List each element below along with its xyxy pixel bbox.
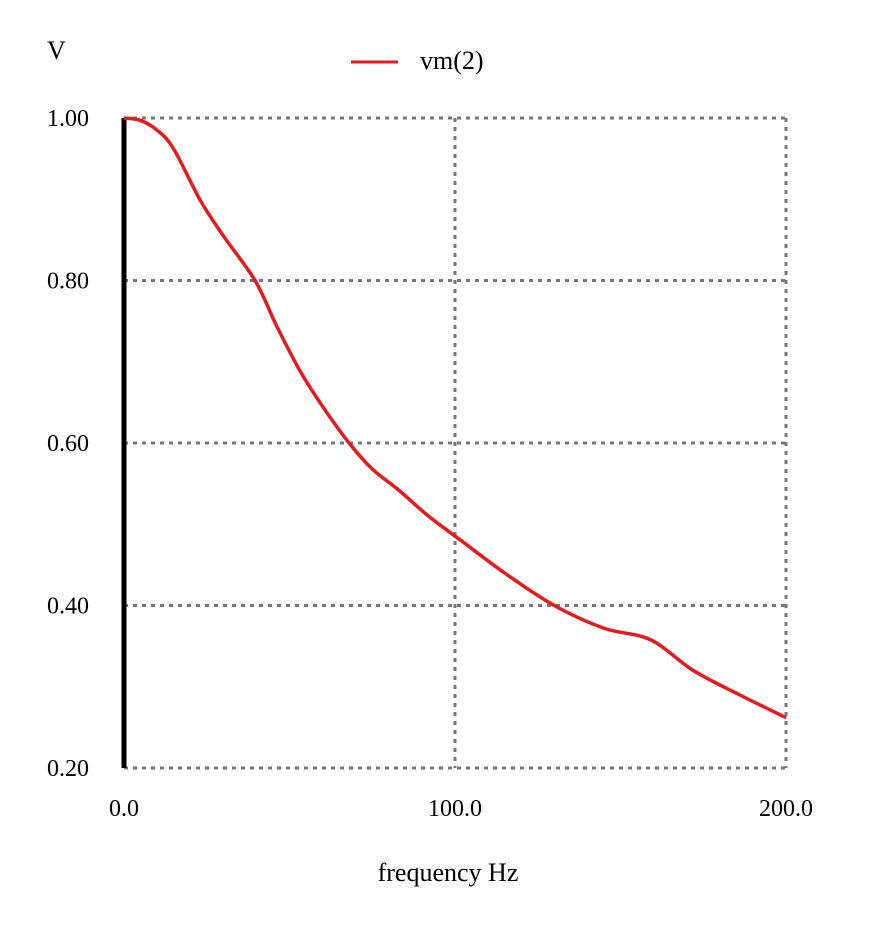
y-tick-labels: 0.20 0.40 0.60 0.80 1.00 (47, 106, 89, 782)
legend: vm(2) (351, 46, 484, 75)
legend-label-vm2: vm(2) (420, 46, 484, 75)
grid (124, 116, 788, 770)
x-tick-label: 100.0 (428, 796, 482, 822)
y-tick-label: 0.60 (47, 431, 89, 457)
plot-area (123, 116, 787, 720)
y-tick-label: 1.00 (47, 106, 89, 132)
y-tick-label: 0.20 (47, 756, 89, 782)
y-axis-label: V (47, 36, 66, 65)
y-tick-label: 0.40 (47, 594, 89, 620)
x-axis-label: frequency Hz (378, 858, 519, 887)
y-tick-label: 0.80 (47, 269, 89, 295)
series-line-vm2 (123, 116, 787, 720)
x-tick-label: 0.0 (109, 796, 139, 822)
x-tick-label: 200.0 (759, 796, 813, 822)
x-tick-labels: 0.0 100.0 200.0 (109, 796, 813, 822)
